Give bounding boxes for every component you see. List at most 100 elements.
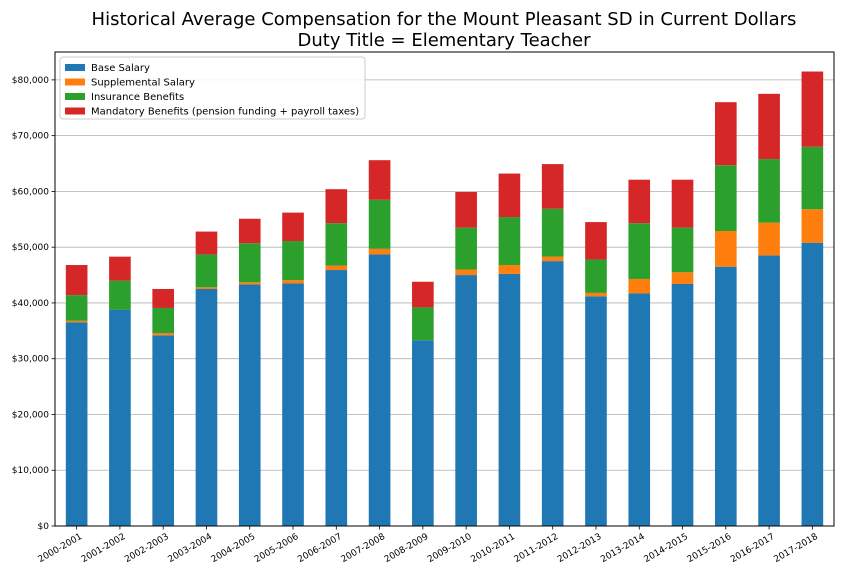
bars — [65, 71, 824, 526]
bar-segment — [801, 71, 824, 147]
bar-segment — [455, 227, 477, 270]
bar-segment — [671, 272, 694, 284]
bar-segment — [65, 295, 88, 321]
legend-label: Mandatory Benefits (pension funding + pa… — [91, 107, 359, 118]
bar-segment — [498, 217, 521, 266]
bar-segment — [714, 165, 737, 232]
bar-segment — [671, 179, 694, 228]
x-tick-label: 2012-2013 — [556, 532, 603, 565]
bar-segment — [541, 164, 564, 209]
x-tick-label: 2013-2014 — [599, 532, 647, 565]
bar-segment — [325, 270, 348, 526]
bar-segment — [368, 248, 391, 255]
bar-segment — [325, 265, 348, 271]
x-tick-label: 2005-2006 — [253, 532, 301, 565]
x-axis: 2000-20012001-20022002-20032003-20042004… — [37, 526, 820, 565]
bar-segment — [368, 160, 391, 200]
legend-swatch — [65, 107, 85, 115]
x-tick-label: 2001-2002 — [80, 532, 127, 565]
bar-segment — [628, 223, 651, 279]
bar-segment — [109, 309, 131, 526]
x-tick-label: 2010-2011 — [469, 532, 516, 565]
bar-segment — [152, 333, 175, 336]
bar-segment — [498, 173, 521, 218]
bar-segment — [152, 307, 175, 334]
bar-segment — [498, 273, 521, 526]
legend-label: Supplemental Salary — [91, 78, 195, 89]
bar-segment — [541, 256, 564, 262]
bar-segment — [628, 179, 651, 224]
bar-segment — [412, 281, 434, 308]
x-tick-label: 2000-2001 — [37, 532, 84, 565]
legend-box — [59, 56, 366, 120]
bar-segment — [758, 93, 780, 160]
bar-segment — [541, 208, 564, 257]
bar-segment — [152, 335, 175, 526]
bar-segment — [758, 159, 780, 223]
legend-swatch — [65, 93, 85, 100]
x-tick-label: 2014-2015 — [643, 532, 690, 565]
bar-segment — [455, 191, 477, 228]
y-tick-label: $10,000 — [12, 466, 49, 476]
y-tick-label: $60,000 — [12, 187, 49, 197]
bar-segment — [412, 307, 434, 341]
bar-segment — [238, 284, 261, 526]
grid-lines — [55, 79, 834, 527]
bar-segment — [195, 289, 218, 526]
bar-segment — [412, 340, 434, 526]
bar-segment — [585, 222, 607, 260]
legend-label: Insurance Benefits — [91, 92, 184, 103]
x-tick-label: 2015-2016 — [686, 532, 734, 565]
bar-segment — [714, 102, 737, 166]
bar-segment — [541, 261, 564, 526]
bar-segment — [671, 283, 694, 526]
bar-segment — [282, 241, 304, 281]
bar-segment — [758, 222, 780, 256]
bar-segment — [585, 292, 607, 297]
legend-swatch — [65, 78, 85, 86]
bar-segment — [282, 283, 304, 526]
x-tick-label: 2011-2012 — [513, 532, 560, 565]
bar-segment — [65, 322, 88, 526]
y-tick-label: $40,000 — [12, 299, 49, 309]
x-tick-label: 2008-2009 — [383, 532, 431, 565]
x-tick-label: 2009-2010 — [426, 532, 474, 565]
x-tick-label: 2002-2003 — [123, 532, 170, 565]
bar-segment — [195, 231, 218, 255]
bar-segment — [455, 269, 477, 276]
bar-segment — [325, 189, 348, 224]
bar-segment — [282, 212, 304, 242]
x-tick-label: 2016-2017 — [729, 532, 776, 565]
y-axis: $0 $10,000 $20,000 $30,000 $40,000 $50,000 $60… — [12, 76, 55, 532]
x-tick-label: 2006-2007 — [296, 532, 343, 565]
legend-label: Base Salary — [91, 63, 150, 74]
bar-segment — [195, 287, 218, 289]
bar-segment — [325, 223, 348, 266]
bar-segment — [152, 289, 175, 308]
chart-subtitle: Duty Title = Elementary Teacher — [298, 30, 592, 51]
x-tick-label: 2017-2018 — [772, 532, 820, 565]
bar-segment — [65, 265, 88, 296]
legend: Base Salary Supplemental Salary Insurance … — [59, 56, 366, 120]
bar-segment — [109, 256, 131, 281]
legend-swatch — [65, 64, 85, 71]
chart-title: Historical Average Compensation for the … — [92, 9, 797, 30]
bar-segment — [238, 282, 261, 285]
bar-segment — [758, 255, 780, 526]
y-tick-label: $80,000 — [12, 76, 49, 86]
plot-frame — [54, 51, 835, 527]
bar-segment — [628, 293, 651, 526]
bar-segment — [801, 209, 824, 243]
bar-segment — [714, 231, 737, 267]
y-tick-label: $30,000 — [12, 355, 49, 365]
x-tick-label: 2004-2005 — [210, 532, 257, 565]
x-tick-label: 2007-2008 — [340, 532, 388, 565]
bar-segment — [585, 296, 607, 526]
bar-segment — [585, 259, 607, 293]
bar-segment — [368, 199, 391, 249]
x-tick-label: 2003-2004 — [166, 532, 214, 565]
bar-segment — [628, 278, 651, 294]
bar-segment — [238, 218, 261, 244]
y-tick-label: $20,000 — [12, 410, 49, 420]
